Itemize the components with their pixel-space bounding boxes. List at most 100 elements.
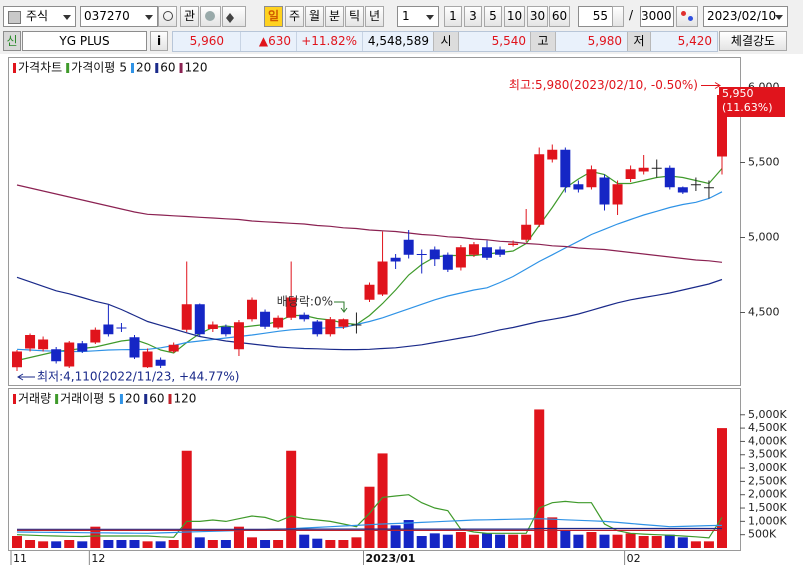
volume-bar xyxy=(273,540,284,548)
candle-body xyxy=(638,167,649,172)
market: 주식 xyxy=(26,9,49,23)
legend-label: 가격이평 xyxy=(71,61,115,75)
legend-marker xyxy=(13,394,16,404)
watch-button[interactable]: 관 xyxy=(180,6,199,27)
period-button[interactable]: 분 xyxy=(325,6,344,27)
low-arrow xyxy=(17,373,35,381)
max-count-input[interactable]: 3000 xyxy=(640,6,674,27)
ex-dividend-note: 배당락:0% xyxy=(277,295,333,309)
candle-body xyxy=(468,244,479,255)
volume-bar xyxy=(155,541,166,548)
moving-average xyxy=(16,518,723,534)
strength-button[interactable]: 체결강도 xyxy=(719,31,787,51)
candle-body xyxy=(168,344,179,352)
legend-marker xyxy=(144,394,148,404)
y-tick-label: 1,500K xyxy=(748,501,787,514)
candle-body xyxy=(690,184,701,186)
count-input[interactable]: 55 xyxy=(578,6,613,27)
candle-body xyxy=(260,311,271,327)
candle-body xyxy=(625,169,636,179)
period-button[interactable]: 일 xyxy=(264,6,283,27)
change: ▲630 xyxy=(240,32,291,51)
interval-button[interactable]: 5 xyxy=(484,6,502,27)
y-tick-label: 3,500K xyxy=(748,448,787,461)
date-select[interactable]: 2023/02/10 xyxy=(703,6,788,27)
candle-body xyxy=(142,351,153,368)
volume-bar xyxy=(442,534,453,548)
legend-label: 5 xyxy=(119,61,127,75)
volume-bar xyxy=(625,533,636,548)
search-button[interactable] xyxy=(158,6,177,27)
volume-bar xyxy=(521,534,532,548)
high-arrow xyxy=(701,82,721,89)
interval-button[interactable]: 10 xyxy=(504,6,525,27)
volume-bar xyxy=(90,526,101,548)
interval-button[interactable]: 60 xyxy=(549,6,570,27)
legend-label: 120 xyxy=(185,61,208,75)
volume-bar xyxy=(286,450,297,548)
legend-marker xyxy=(168,394,172,404)
price: 5,960 xyxy=(189,34,224,48)
candle-body xyxy=(403,239,414,255)
interval-button[interactable]: 1 xyxy=(444,6,462,27)
legend-label: 60 xyxy=(149,392,164,406)
volume-bar xyxy=(403,520,414,548)
down-icon xyxy=(226,18,234,26)
period-button[interactable]: 년 xyxy=(365,6,384,27)
settings-button[interactable] xyxy=(676,6,698,27)
volume-bar xyxy=(12,536,22,548)
volume-bar xyxy=(482,533,492,548)
candle-body xyxy=(103,324,114,335)
interval-button[interactable]: 30 xyxy=(527,6,548,27)
interval-select[interactable]: 1 xyxy=(397,6,439,27)
volume-bar xyxy=(508,534,519,548)
period-button[interactable]: 주 xyxy=(285,6,304,27)
volume-bar xyxy=(429,533,440,548)
market-select[interactable]: 주식 xyxy=(3,6,76,27)
volume-bar xyxy=(599,534,610,548)
candle-body xyxy=(116,327,127,329)
up-icon xyxy=(226,9,234,18)
volume-bar xyxy=(586,532,597,548)
dot xyxy=(681,11,686,16)
candle-body xyxy=(651,167,662,169)
candle-body xyxy=(508,243,519,245)
volume-bar xyxy=(677,537,688,548)
y-tick-label: 4,500 xyxy=(748,306,780,319)
candle-body xyxy=(351,324,362,326)
candle-body xyxy=(155,359,166,366)
moving-average xyxy=(16,276,723,351)
candle-body xyxy=(534,154,545,225)
link-button[interactable] xyxy=(200,6,221,27)
interval: 1 xyxy=(402,9,410,23)
candle-body xyxy=(416,254,427,255)
code: 037270 xyxy=(84,9,130,23)
candle-body xyxy=(194,304,205,335)
candle-body xyxy=(233,322,244,350)
period-button[interactable]: 틱 xyxy=(345,6,364,27)
candle-body xyxy=(338,319,349,327)
legend-marker xyxy=(130,63,134,73)
volume-panel xyxy=(8,388,741,551)
low-label: 저 xyxy=(627,32,651,51)
high: 5,980 xyxy=(587,34,622,48)
legend-label: 거래이평 xyxy=(60,392,104,406)
y-tick-label: 3,000K xyxy=(748,461,787,474)
candle-body xyxy=(377,261,388,295)
y-tick-label: 5,000K xyxy=(748,408,787,421)
search-icon xyxy=(163,11,173,21)
info-button[interactable]: i xyxy=(150,31,168,51)
code-input[interactable]: 037270 xyxy=(80,6,158,27)
interval-button[interactable]: 3 xyxy=(464,6,482,27)
step-button[interactable] xyxy=(222,6,246,27)
count-spinner[interactable] xyxy=(612,6,624,27)
period-button[interactable]: 월 xyxy=(305,6,324,27)
legend-marker xyxy=(179,63,183,73)
x-tick-label: 12 xyxy=(91,552,105,565)
volume-bar xyxy=(651,536,662,548)
candle-body xyxy=(429,249,440,260)
candle-body xyxy=(299,314,310,320)
change-rate: +11.82% xyxy=(296,32,357,51)
